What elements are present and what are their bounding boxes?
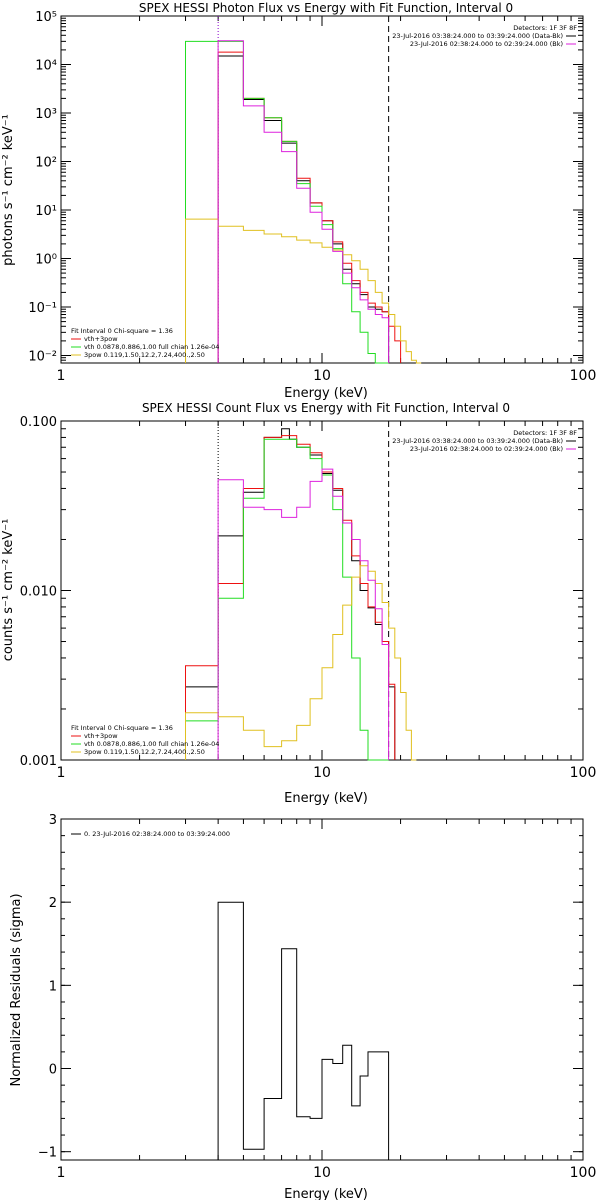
legend-entry-text: 23-Jul-2016 02:38:24.000 to 02:39:24.000…: [410, 445, 563, 453]
legend-entry-text: 0. 23-Jul-2016 02:38:24.000 to 03:39:24.…: [84, 830, 230, 838]
count-flux-plot: SPEX HESSI Count Flux vs Energy with Fit…: [1, 401, 596, 806]
y-tick-label: 10⁻²: [28, 349, 57, 364]
x-tick-label: 1: [57, 1165, 66, 1181]
legend-entry-text: vth 0.0878,0.886,1.00 full chian 1.26e-0…: [84, 740, 219, 748]
y-tick-label: 10³: [35, 107, 57, 122]
y-tick-label: 2: [49, 896, 57, 911]
series-red-histogram: [185, 435, 396, 760]
series-green-histogram: [185, 40, 389, 364]
photon-flux-ylabel: photons s⁻¹ cm⁻² keV⁻¹: [1, 114, 16, 266]
y-tick-label: 10⁻¹: [28, 301, 57, 316]
series-black-histogram: [217, 901, 390, 1160]
residuals-plot: Energy (keV) Normalized Residuals (sigma…: [9, 813, 596, 1200]
series-magenta-histogram: [217, 40, 390, 363]
y-tick-label: 1: [49, 979, 57, 994]
y-tick-label: 0.010: [20, 585, 57, 600]
y-tick-label: 10⁴: [35, 58, 57, 73]
legend-entry-text: 3pow 0.119,1.50,12.2,7.24,400.,2.50: [84, 748, 205, 756]
x-tick-label: 1: [57, 368, 66, 384]
x-tick-label: 10: [313, 1165, 331, 1181]
y-tick-label: 3: [49, 813, 57, 828]
photon-flux-xlabel: Energy (keV): [284, 386, 368, 401]
legend-entry-text: 23-Jul-2016 02:38:24.000 to 02:39:24.000…: [410, 40, 563, 48]
x-tick-label: 100: [570, 765, 597, 781]
legend-detectors: Detectors: 1F 3F 8F: [513, 429, 577, 437]
legend-entry-text: 23-Jul-2016 03:38:24.000 to 03:39:24.000…: [392, 437, 563, 445]
legend-entry-text: vth+3pow: [84, 732, 118, 740]
y-tick-label: 0.001: [20, 754, 57, 769]
x-tick-label: 10: [313, 765, 331, 781]
series-yellow-histogram: [185, 565, 417, 761]
series-magenta-histogram: [217, 468, 390, 760]
series-yellow-histogram: [185, 218, 422, 364]
legend-detectors: Detectors: 1F 3F 8F: [513, 24, 577, 32]
plot-frame: [60, 15, 584, 364]
y-tick-label: 0: [49, 1063, 57, 1078]
legend-fit-header: Fit Interval 0 Chi-square = 1.36: [71, 327, 173, 335]
legend-entry-text: vth+3pow: [84, 335, 118, 343]
count-flux-ylabel: counts s⁻¹ cm⁻² keV⁻¹: [1, 519, 16, 662]
count-flux-title: SPEX HESSI Count Flux vs Energy with Fit…: [142, 401, 510, 415]
count-flux-xlabel: Energy (keV): [284, 791, 368, 806]
photon-flux-plot: SPEX HESSI Photon Flux vs Energy with Fi…: [1, 1, 596, 401]
legend-entry-text: 3pow 0.119,1.50,12.2,7.24,400.,2.50: [84, 351, 205, 359]
y-tick-label: 10⁵: [35, 10, 57, 25]
x-tick-label: 100: [570, 368, 597, 384]
x-tick-label: 1: [57, 765, 66, 781]
residuals-ylabel: Normalized Residuals (sigma): [9, 893, 24, 1086]
y-tick-label: 0.100: [20, 415, 57, 430]
series-black-histogram: [185, 428, 396, 760]
legend-entry-text: 23-Jul-2016 03:38:24.000 to 03:39:24.000…: [392, 32, 563, 40]
legend-fit-header: Fit Interval 0 Chi-square = 1.36: [71, 724, 173, 732]
series-green-histogram: [185, 438, 389, 761]
residuals-xlabel: Energy (keV): [284, 1187, 368, 1200]
y-tick-label: −1: [38, 1146, 57, 1161]
legend-entry-text: vth 0.0878,0.886,1.00 full chian 1.26e-0…: [84, 343, 219, 351]
y-tick-label: 10⁰: [35, 252, 57, 267]
x-tick-label: 10: [313, 368, 331, 384]
y-tick-label: 10¹: [35, 204, 57, 219]
y-tick-label: 10²: [35, 155, 57, 170]
photon-flux-title: SPEX HESSI Photon Flux vs Energy with Fi…: [139, 1, 513, 15]
x-tick-label: 100: [570, 1165, 597, 1181]
